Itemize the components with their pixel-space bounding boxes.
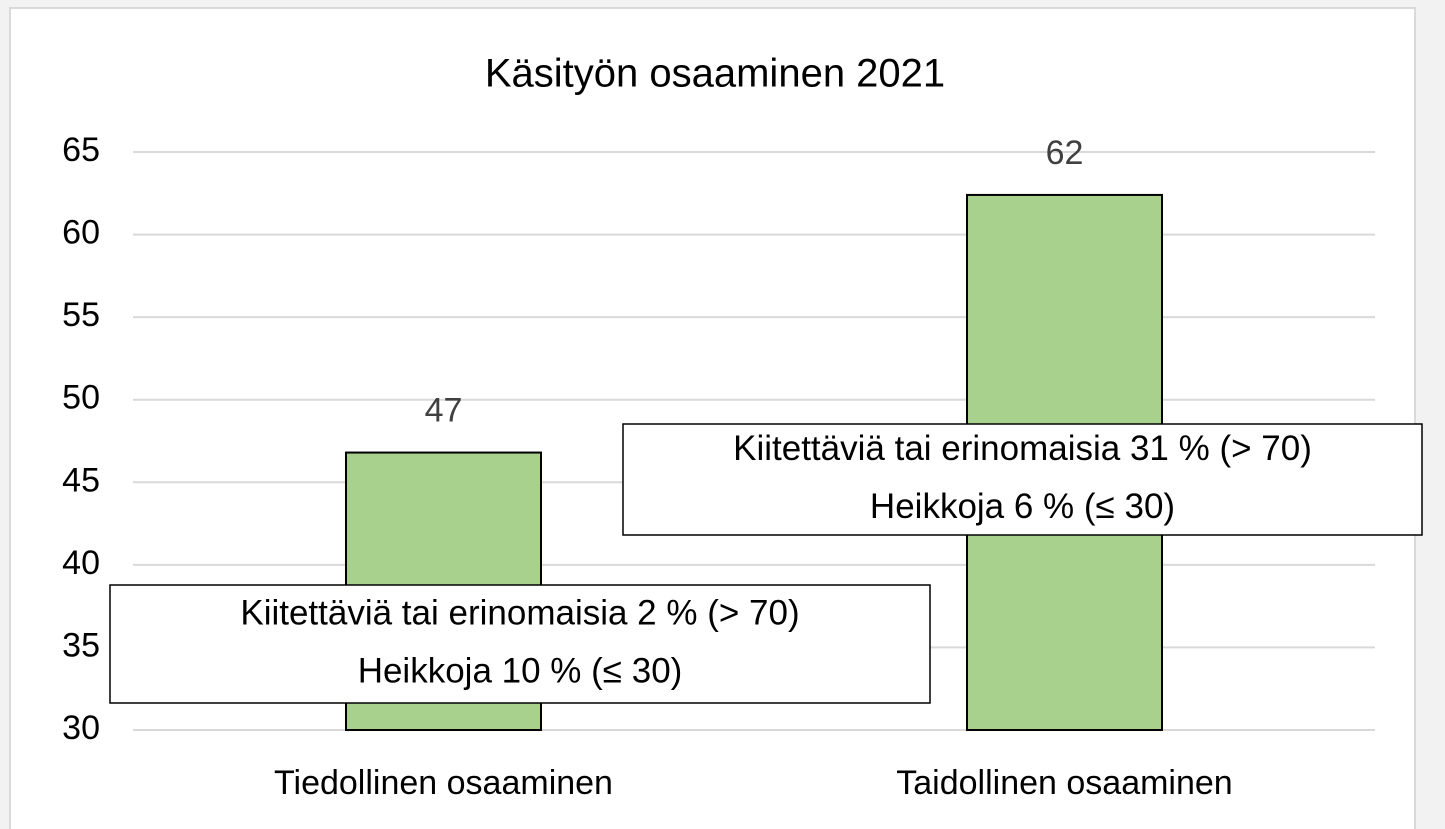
x-tick-label: Taidollinen osaaminen	[896, 764, 1232, 802]
y-tick-label: 55	[62, 296, 100, 334]
y-tick-label: 35	[62, 626, 100, 664]
y-tick-label: 40	[62, 544, 100, 582]
annotation-text: Heikkoja 10 % (≤ 30)	[358, 651, 683, 690]
y-tick-label: 45	[62, 461, 100, 499]
annotation-text: Kiitettäviä tai erinomaisia 2 % (> 70)	[240, 593, 799, 632]
annotation-box	[109, 584, 931, 704]
annotation-box	[622, 423, 1423, 536]
value-label: 62	[1046, 134, 1084, 172]
annotation-text: Kiitettäviä tai erinomaisia 31 % (> 70)	[733, 429, 1312, 468]
y-tick-label: 30	[62, 709, 100, 747]
y-tick-label: 50	[62, 379, 100, 417]
chart-title: Käsityön osaaminen 2021	[485, 52, 945, 96]
x-tick-label: Tiedollinen osaaminen	[274, 764, 613, 802]
y-tick-label: 65	[62, 131, 100, 169]
annotation-text: Heikkoja 6 % (≤ 30)	[870, 487, 1175, 526]
y-tick-label: 60	[62, 214, 100, 252]
value-label: 47	[425, 392, 463, 430]
chart-frame	[9, 7, 1416, 829]
